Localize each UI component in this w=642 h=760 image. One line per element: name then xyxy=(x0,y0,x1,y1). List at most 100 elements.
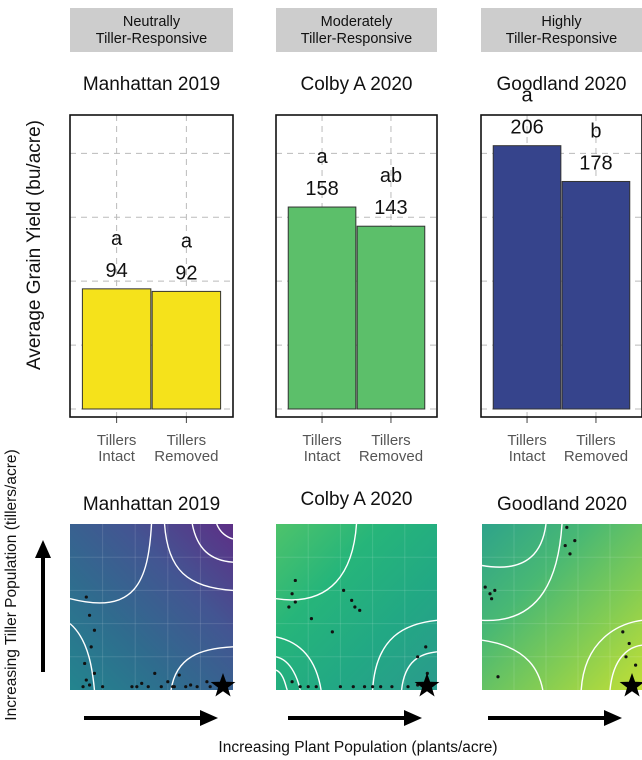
data-point xyxy=(351,685,355,689)
tick-label: Intact xyxy=(98,448,136,465)
data-point xyxy=(568,552,572,556)
data-point xyxy=(195,685,199,689)
panel-title: Manhattan 2019 xyxy=(83,74,220,95)
tick-label: Removed xyxy=(154,448,218,465)
up-arrow-icon xyxy=(35,540,51,672)
contour-line xyxy=(191,524,233,563)
data-point xyxy=(350,598,354,602)
contour-line xyxy=(276,524,358,601)
data-point xyxy=(130,685,134,689)
data-point xyxy=(563,543,567,548)
value-label: 92 xyxy=(175,262,197,284)
data-point xyxy=(83,661,87,666)
significance-letter: a xyxy=(316,146,328,168)
contour-line xyxy=(70,524,153,604)
significance-letter: ab xyxy=(380,165,402,187)
data-point xyxy=(573,539,577,543)
data-point xyxy=(425,671,429,676)
contour-fill xyxy=(70,524,233,690)
contour-line xyxy=(609,644,642,690)
data-point xyxy=(358,608,362,612)
tick-label: Tillers xyxy=(507,432,546,449)
contour-line xyxy=(482,639,544,690)
panel-title: Goodland 2020 xyxy=(497,74,627,95)
significance-letter: a xyxy=(521,85,533,107)
tick-label: Removed xyxy=(359,448,423,465)
panel-title: Colby A 2020 xyxy=(301,489,413,510)
data-point xyxy=(306,685,310,689)
contour-plot-area xyxy=(482,524,642,690)
data-point xyxy=(84,595,88,599)
category-header-text: Neutrally xyxy=(123,14,181,30)
tick-label: Tillers xyxy=(167,432,206,449)
contour-line xyxy=(580,619,642,690)
category-header-box xyxy=(276,8,437,52)
tick-label: Intact xyxy=(509,448,547,465)
tick-label: Tillers xyxy=(302,432,341,449)
data-point xyxy=(627,641,631,646)
data-point xyxy=(496,675,500,679)
data-point xyxy=(338,685,342,689)
data-point xyxy=(621,630,625,634)
value-label: 206 xyxy=(510,117,543,139)
contour-line xyxy=(276,669,288,690)
data-point xyxy=(353,605,357,609)
data-point xyxy=(92,628,97,632)
data-point xyxy=(153,671,157,676)
data-point xyxy=(205,680,209,684)
x-axis-title-bottom: Increasing Plant Population (plants/acre… xyxy=(218,739,497,756)
data-point xyxy=(483,585,487,589)
bar xyxy=(561,180,631,410)
tick-label: Intact xyxy=(304,448,342,465)
data-point xyxy=(189,683,193,687)
contour-line xyxy=(70,623,96,690)
contour-plot-area xyxy=(276,524,437,690)
y-axis-title-bottom: Increasing Tiller Population (tillers/ac… xyxy=(3,449,20,720)
plot-frame xyxy=(275,114,438,418)
value-label: 158 xyxy=(305,178,338,200)
data-point xyxy=(371,685,375,689)
contour-line xyxy=(482,524,563,621)
value-label: 143 xyxy=(374,197,407,219)
data-point xyxy=(166,680,170,684)
category-header-text: Tiller-Responsive xyxy=(96,31,207,47)
data-point xyxy=(490,597,494,601)
tick-label: Tillers xyxy=(97,432,136,449)
value-label: 178 xyxy=(579,152,612,174)
category-header-box xyxy=(481,8,642,52)
right-arrow-icon xyxy=(288,710,422,726)
data-point xyxy=(159,685,163,689)
bar xyxy=(492,145,562,410)
category-header-text: Tiller-Responsive xyxy=(301,31,412,47)
contour-plot-area xyxy=(70,524,233,690)
data-point xyxy=(140,681,144,685)
data-point xyxy=(330,630,334,634)
data-point xyxy=(406,685,410,689)
bar xyxy=(151,290,222,410)
data-point xyxy=(424,645,428,649)
data-point xyxy=(379,685,383,689)
data-point xyxy=(89,645,93,649)
tick-label: Tillers xyxy=(576,432,615,449)
data-point xyxy=(634,663,638,667)
data-point xyxy=(84,678,88,682)
data-point xyxy=(135,685,139,689)
data-point xyxy=(390,685,394,689)
data-point xyxy=(488,592,492,596)
data-point xyxy=(293,600,297,604)
category-header-text: Highly xyxy=(541,14,582,30)
panel-title: Manhattan 2019 xyxy=(83,494,220,515)
value-label: 94 xyxy=(105,260,127,282)
data-point xyxy=(146,685,150,689)
contour-line xyxy=(216,524,233,540)
significance-letter: b xyxy=(590,120,601,142)
panel-title: Colby A 2020 xyxy=(301,74,413,95)
data-point xyxy=(314,685,318,689)
contour-panel: Manhattan 2019 xyxy=(70,494,236,697)
star-icon xyxy=(210,673,236,697)
data-point xyxy=(309,617,314,621)
panel-title: Goodland 2020 xyxy=(497,494,627,515)
